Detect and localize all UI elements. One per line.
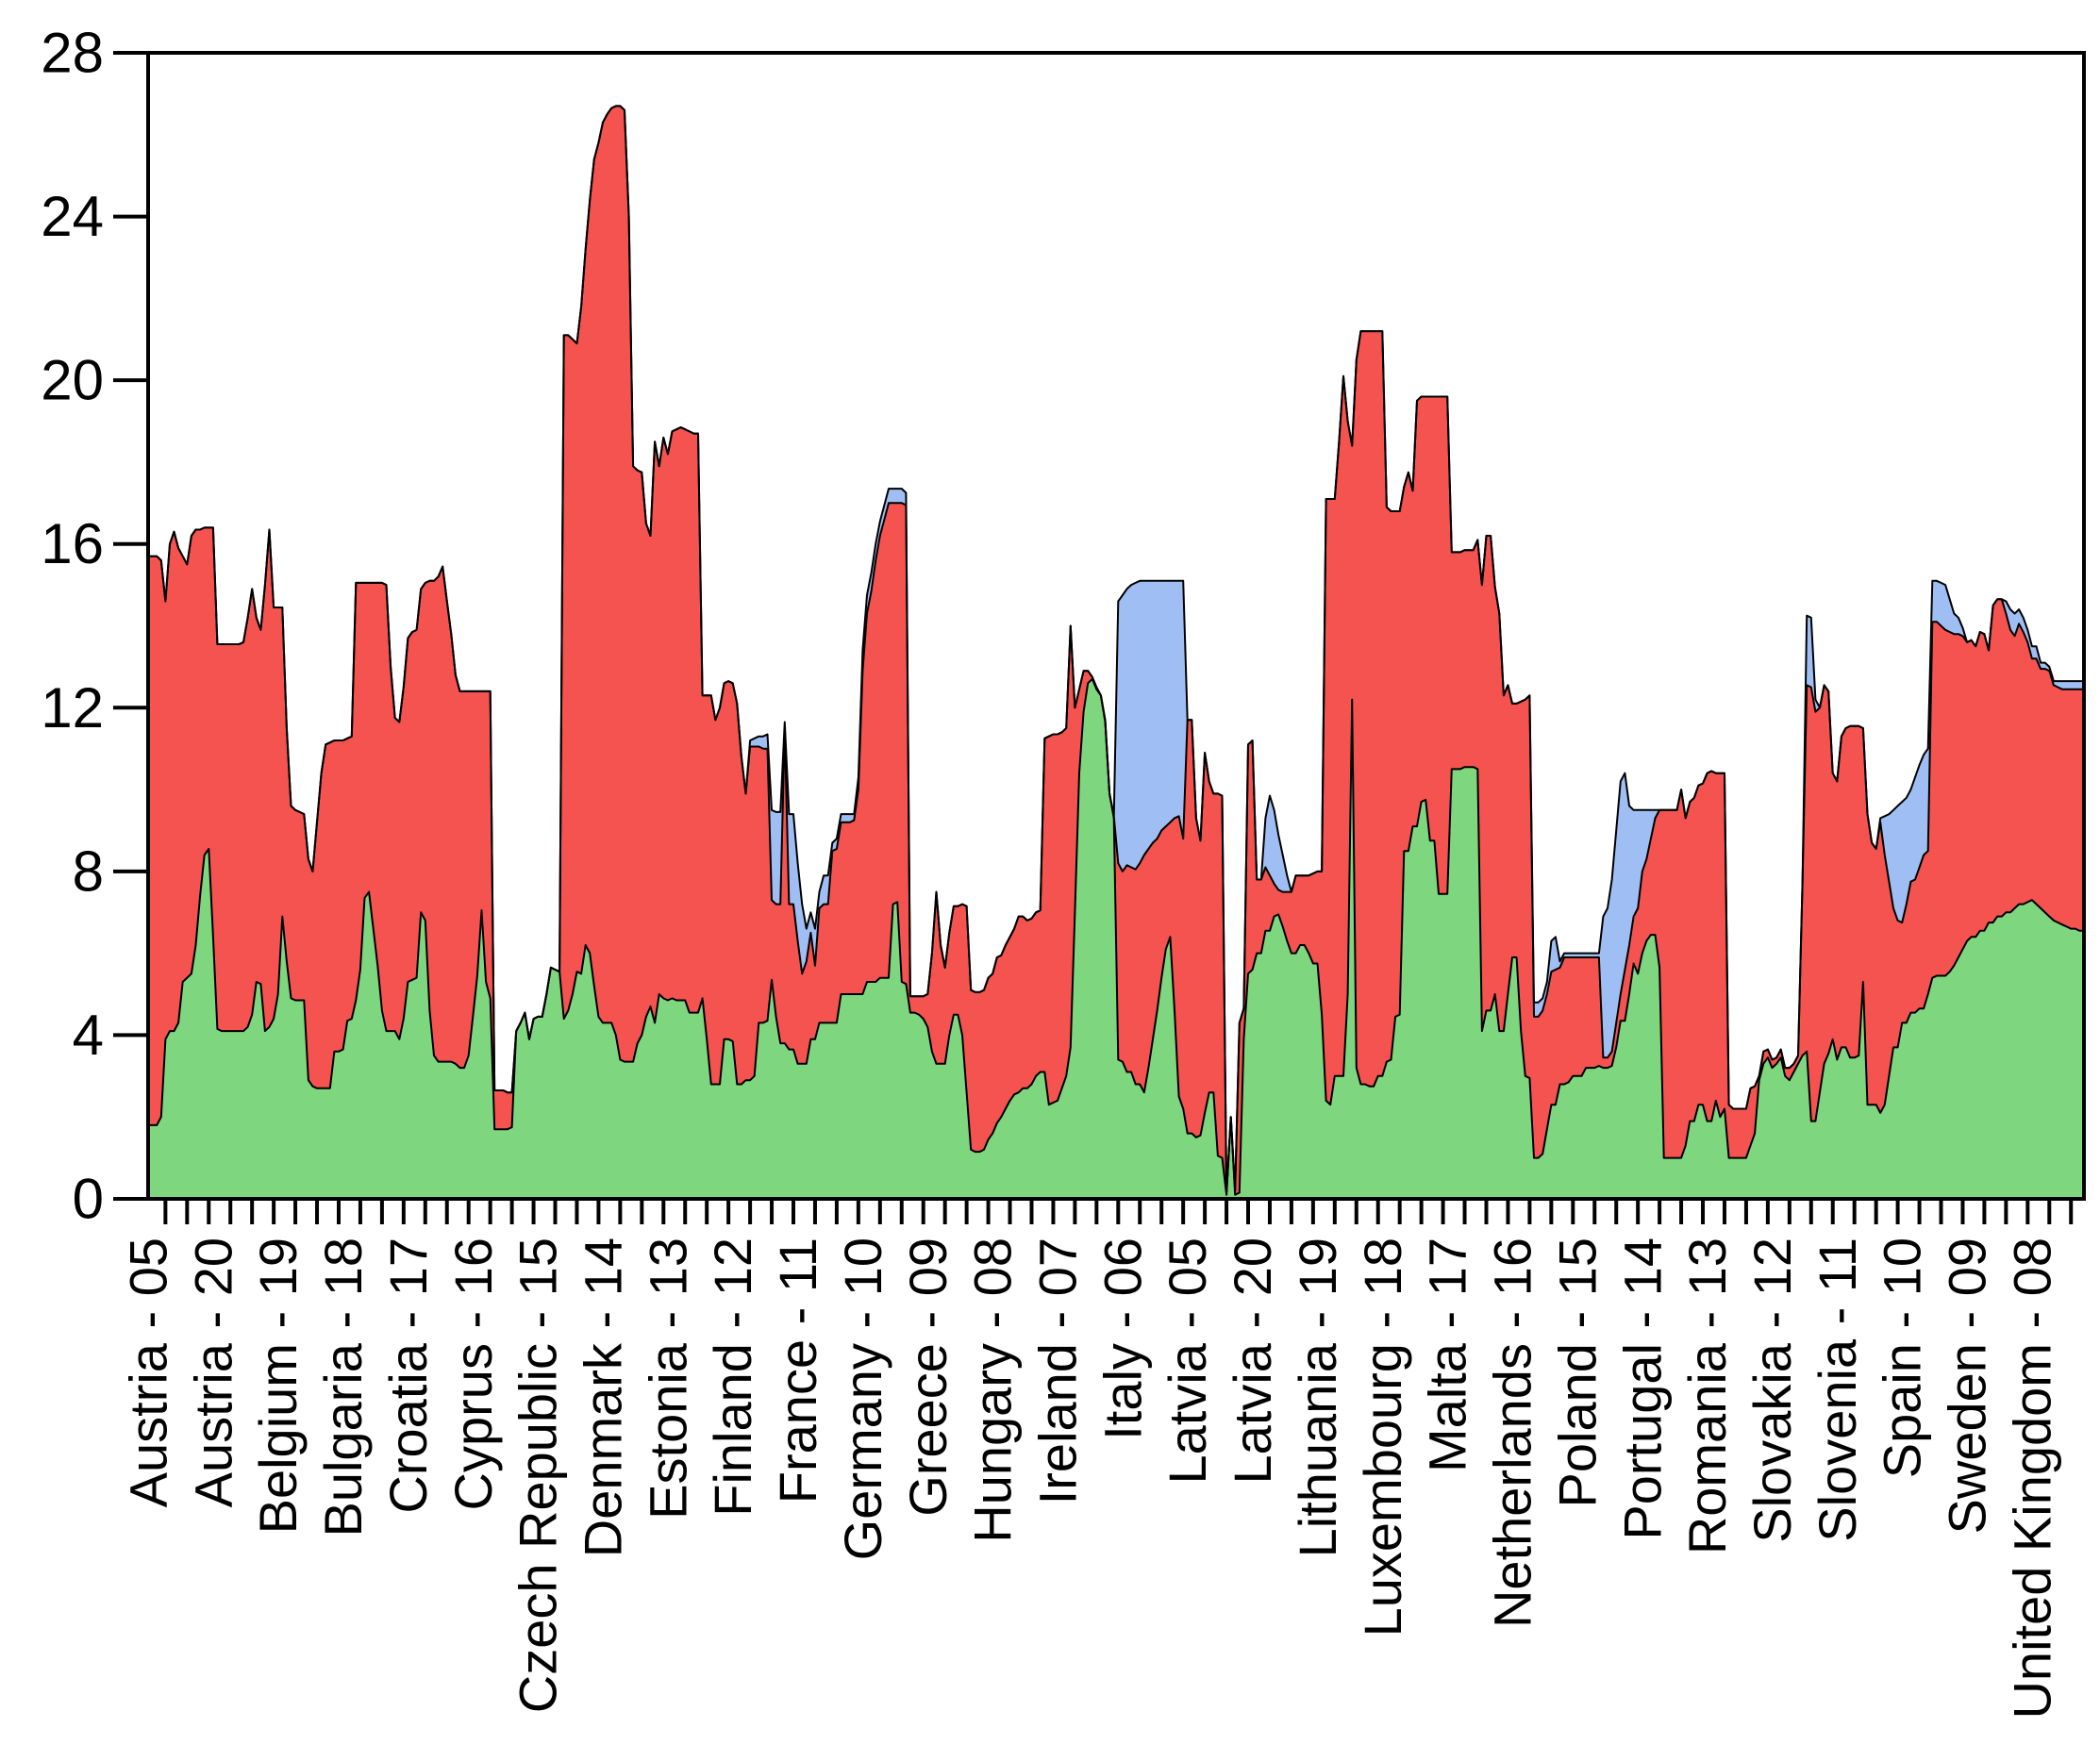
x-tick-label: Greece - 09 bbox=[898, 1238, 958, 1517]
x-axis-labels: Austria - 05 Austria - 20 Belgium - 19 Bulg… bbox=[119, 1238, 2062, 1719]
x-tick-label: Estonia - 13 bbox=[638, 1238, 697, 1520]
x-tick-label: Ireland - 07 bbox=[1028, 1238, 1088, 1504]
y-axis: 0 4 8 12 16 20 24 28 bbox=[41, 22, 148, 1231]
x-tick-label: Slovenia - 11 bbox=[1808, 1238, 1867, 1542]
x-tick-label: Austria - 05 bbox=[119, 1238, 178, 1507]
y-tick-label: 0 bbox=[73, 1168, 104, 1231]
x-tick-label: Luxembourg - 18 bbox=[1353, 1238, 1412, 1636]
area-red bbox=[148, 106, 2084, 1195]
x-tick-label: Romania - 13 bbox=[1677, 1238, 1737, 1554]
area-bands bbox=[148, 105, 2084, 1199]
y-tick-label: 16 bbox=[41, 512, 104, 575]
x-tick-label: Italy - 06 bbox=[1092, 1238, 1152, 1440]
x-tick-label: Austria - 20 bbox=[183, 1238, 242, 1507]
x-tick-label: Germany - 10 bbox=[833, 1238, 892, 1560]
x-tick-label: Cyprus - 16 bbox=[443, 1238, 503, 1510]
x-tick-label: Bulgaria - 18 bbox=[313, 1238, 373, 1537]
outline-green bbox=[148, 677, 2084, 1196]
x-tick-label: Slovakia - 12 bbox=[1742, 1238, 1802, 1543]
x-tick-label: Spain - 10 bbox=[1873, 1238, 1932, 1478]
x-tick-label: Poland - 15 bbox=[1547, 1238, 1607, 1507]
outline-red bbox=[148, 105, 2084, 1194]
y-tick-label: 24 bbox=[41, 185, 104, 248]
x-tick-label: Sweden - 09 bbox=[1938, 1238, 1997, 1534]
x-tick-label: United Kingdom - 08 bbox=[2002, 1238, 2061, 1719]
x-tick-label: Latvia - 20 bbox=[1223, 1238, 1282, 1485]
plot-frame bbox=[146, 51, 2086, 1201]
x-tick-label: Lithuania - 19 bbox=[1288, 1238, 1347, 1557]
x-tick-label: Malta - 17 bbox=[1418, 1238, 1477, 1472]
y-tick-label: 12 bbox=[41, 676, 104, 739]
y-tick-label: 20 bbox=[41, 349, 104, 412]
x-tick-label: Czech Republic - 15 bbox=[508, 1238, 568, 1713]
x-tick-label: Belgium - 19 bbox=[248, 1238, 308, 1534]
x-tick-label: Croatia - 17 bbox=[378, 1238, 438, 1514]
y-tick-label: 8 bbox=[73, 839, 104, 903]
y-tick-label: 4 bbox=[73, 1004, 104, 1067]
x-tick-label: Netherlands - 16 bbox=[1483, 1238, 1542, 1628]
x-axis-ticks bbox=[163, 1199, 2074, 1224]
x-tick-label: Hungary - 08 bbox=[963, 1238, 1023, 1543]
y-tick-label: 28 bbox=[41, 22, 104, 85]
x-tick-label: Latvia - 05 bbox=[1158, 1238, 1217, 1485]
x-tick-label: Denmark - 14 bbox=[574, 1238, 633, 1557]
x-tick-label: Portugal - 14 bbox=[1612, 1238, 1672, 1540]
x-tick-label: France - 11 bbox=[768, 1238, 827, 1503]
x-tick-label: Finland - 12 bbox=[703, 1238, 762, 1517]
